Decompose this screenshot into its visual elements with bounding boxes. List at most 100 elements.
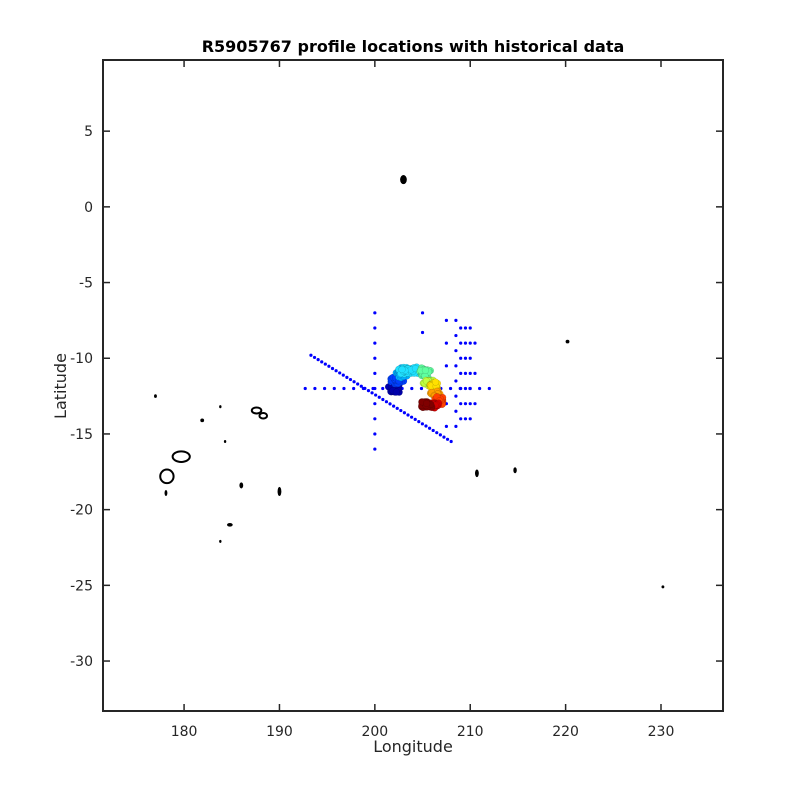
historical-point bbox=[454, 318, 458, 322]
historical-point bbox=[420, 422, 424, 426]
y-tick-label: -20 bbox=[70, 503, 93, 519]
coastline-island bbox=[250, 406, 263, 415]
x-tick-label: 210 bbox=[457, 724, 484, 740]
historical-point bbox=[444, 424, 448, 428]
historical-point bbox=[459, 341, 463, 345]
coastline-island bbox=[154, 394, 157, 398]
historical-point bbox=[327, 364, 331, 368]
historical-point bbox=[448, 386, 453, 391]
historical-point bbox=[381, 397, 385, 402]
x-axis: 180 190 200 210 220 230 bbox=[171, 60, 675, 740]
historical-point bbox=[468, 417, 472, 421]
historical-point bbox=[392, 404, 396, 408]
historical-point bbox=[373, 311, 377, 315]
historical-point bbox=[402, 411, 407, 415]
historical-point bbox=[444, 364, 448, 368]
historical-point bbox=[468, 402, 472, 406]
historical-point bbox=[395, 406, 399, 410]
y-tick-label: -15 bbox=[70, 427, 93, 443]
historical-point bbox=[419, 386, 424, 391]
x-tick-label: 230 bbox=[648, 724, 675, 740]
y-tick-label: 0 bbox=[84, 200, 93, 216]
coastline-island bbox=[219, 405, 222, 409]
historical-point bbox=[468, 356, 472, 360]
historical-point bbox=[463, 417, 468, 421]
coastline-island bbox=[513, 467, 517, 474]
historical-point bbox=[406, 413, 410, 417]
historical-point bbox=[338, 371, 342, 375]
historical-point bbox=[424, 424, 428, 428]
historical-point bbox=[316, 358, 320, 362]
y-tick-label: -10 bbox=[70, 351, 93, 367]
historical-point bbox=[463, 341, 468, 345]
historical-point bbox=[454, 333, 458, 338]
historical-point bbox=[309, 353, 313, 357]
historical-point bbox=[373, 341, 377, 345]
historical-point bbox=[459, 402, 463, 406]
historical-point bbox=[361, 386, 365, 391]
profile-point bbox=[431, 378, 440, 386]
y-axis-label: Latitude bbox=[51, 353, 70, 419]
historical-point bbox=[348, 377, 353, 382]
historical-point bbox=[330, 366, 335, 371]
historical-point bbox=[370, 391, 374, 395]
coastline-island bbox=[565, 339, 570, 344]
profile-point bbox=[422, 399, 431, 408]
y-axis: 5 0 -5 -10 -15 -20 -25 -30 bbox=[70, 124, 723, 670]
historical-point bbox=[373, 326, 377, 330]
historical-point bbox=[459, 371, 463, 375]
historical-point bbox=[323, 362, 327, 366]
historical-point bbox=[487, 386, 491, 391]
historical-point bbox=[341, 373, 345, 377]
historical-point bbox=[352, 386, 356, 391]
historical-point bbox=[399, 408, 403, 413]
historical-point bbox=[463, 402, 468, 406]
historical-point bbox=[374, 393, 378, 397]
profile-point bbox=[392, 388, 400, 396]
historical-point bbox=[359, 384, 363, 388]
y-tick-label: -25 bbox=[70, 578, 93, 594]
historical-point bbox=[463, 326, 468, 330]
y-tick-label: -30 bbox=[70, 654, 93, 670]
historical-point bbox=[454, 349, 458, 353]
historical-point bbox=[463, 356, 468, 360]
historical-point bbox=[435, 431, 439, 435]
historical-point bbox=[322, 386, 327, 391]
historical-point bbox=[431, 428, 435, 433]
historical-point bbox=[413, 417, 417, 421]
axes-frame bbox=[102, 59, 724, 712]
historical-point bbox=[303, 386, 307, 391]
historical-point bbox=[312, 355, 317, 360]
coastline-island bbox=[475, 469, 479, 478]
historical-point bbox=[438, 433, 442, 437]
historical-point bbox=[420, 330, 425, 335]
historical-point bbox=[468, 371, 472, 375]
historical-point bbox=[468, 341, 472, 345]
historical-point bbox=[473, 341, 477, 345]
historical-point bbox=[352, 380, 356, 384]
historical-point bbox=[442, 435, 446, 439]
coastline-island bbox=[258, 412, 269, 420]
historical-point bbox=[454, 364, 458, 368]
historical-point bbox=[444, 318, 448, 322]
coastline-island bbox=[171, 450, 191, 463]
historical-point bbox=[377, 395, 381, 399]
historical-point bbox=[444, 341, 448, 345]
historical-point bbox=[478, 386, 482, 391]
historical-point bbox=[345, 375, 349, 379]
historical-point bbox=[454, 409, 458, 413]
historical-point bbox=[410, 386, 414, 391]
historical-point bbox=[373, 417, 377, 421]
historical-point bbox=[449, 439, 453, 444]
y-tick-label: -5 bbox=[79, 276, 93, 292]
historical-point bbox=[468, 386, 472, 391]
historical-point bbox=[342, 386, 346, 391]
historical-point bbox=[373, 402, 377, 406]
historical-point bbox=[468, 326, 472, 330]
historical-point bbox=[454, 379, 458, 383]
chart-title: R5905767 profile locations with historic… bbox=[202, 37, 625, 56]
historical-point bbox=[373, 447, 377, 451]
historical-point bbox=[373, 371, 377, 375]
historical-point bbox=[417, 420, 421, 424]
